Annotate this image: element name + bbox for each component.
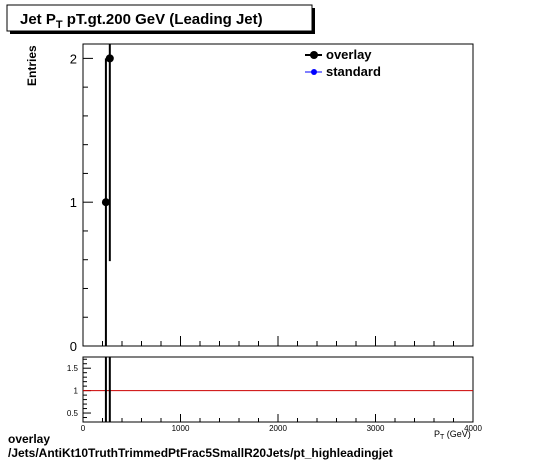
x-tick-label: 1000 [172,424,190,433]
ratio-axes: 0.5 1 1.5 0 1000 2000 3000 4000 [67,358,482,433]
ratio-y-tick-label: 1.5 [67,364,79,373]
legend-marker-overlay [310,51,318,59]
legend-label-standard: standard [326,64,381,79]
legend-label-overlay: overlay [326,47,372,62]
title-box: Jet PT pT.gt.200 GeV (Leading Jet) [6,4,315,34]
main-marks [101,44,114,346]
main-plot-frame [82,43,474,347]
data-point [101,198,110,207]
x-tick-label: 4000 [464,424,482,433]
x-axis-label: PT (GeV) [434,429,471,441]
data-point [105,54,114,63]
footer-line-1: overlay [8,432,51,446]
y-tick-label: 1 [70,195,77,210]
footer-line-2: /Jets/AntiKt10TruthTrimmedPtFrac5SmallR2… [8,446,393,460]
ratio-marks [83,357,473,422]
x-tick-label: 2000 [269,424,287,433]
x-tick-label: 0 [81,424,86,433]
main-axes: 0 1 2 [70,51,474,354]
y-tick-label: 0 [70,339,77,354]
y-axis-label: Entries [25,45,39,86]
chart-title: Jet PT pT.gt.200 GeV (Leading Jet) [20,11,263,31]
ratio-y-tick-label: 0.5 [67,409,79,418]
ratio-y-tick-label: 1 [74,387,79,396]
y-tick-label: 2 [70,51,77,66]
ratio-plot-frame [82,356,474,423]
legend: overlay standard [305,47,381,79]
legend-marker-standard [311,69,317,75]
x-tick-label: 3000 [367,424,385,433]
